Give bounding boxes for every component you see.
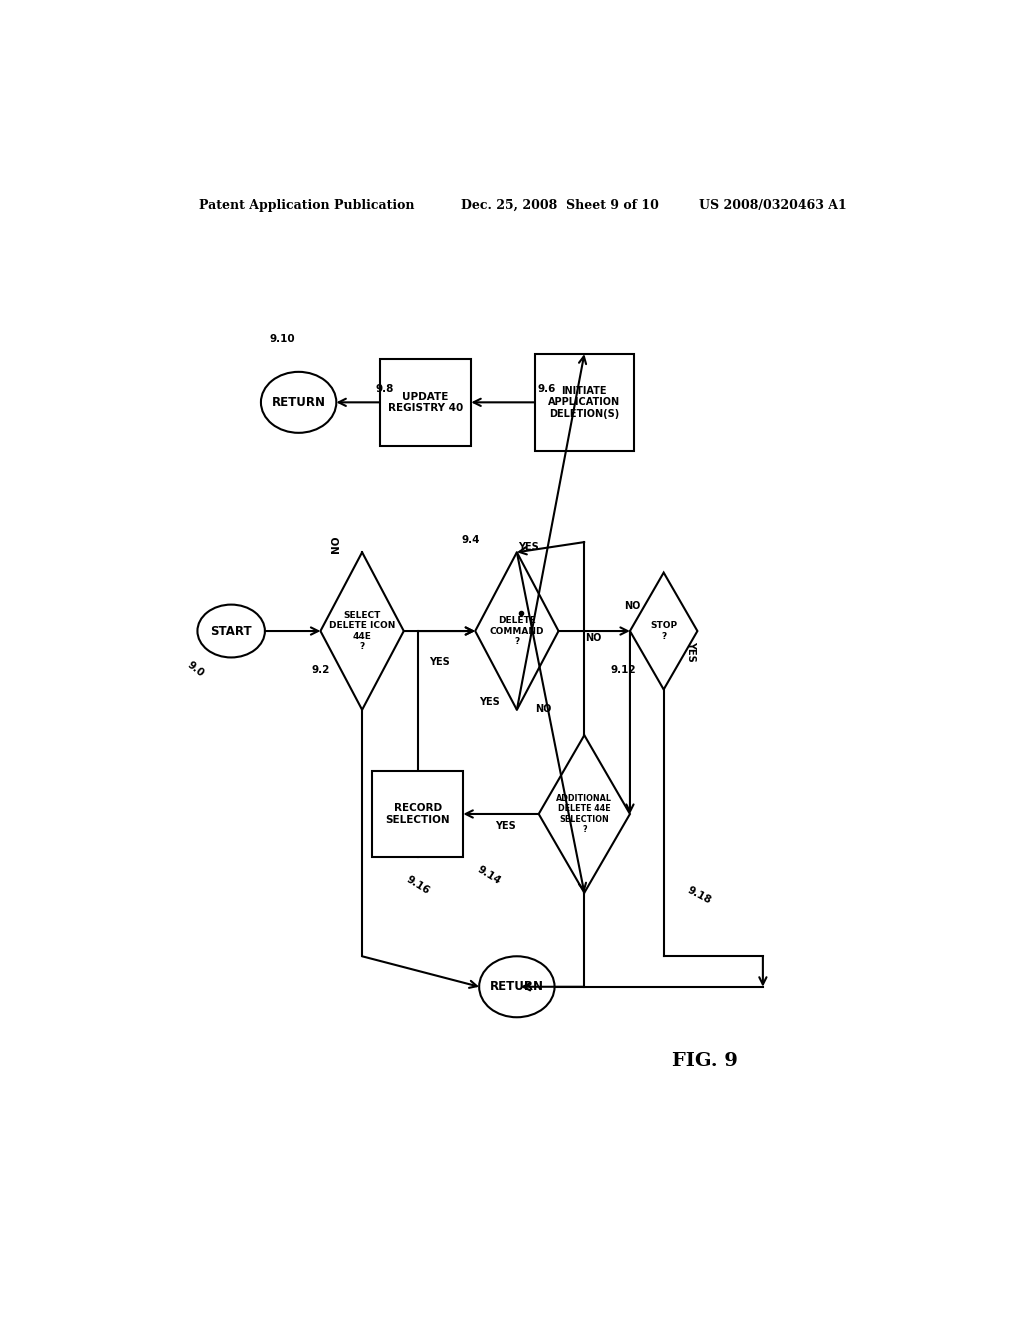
Text: SELECT
DELETE ICON
44E
?: SELECT DELETE ICON 44E ? (329, 611, 395, 651)
Text: ADDITIONAL
DELETE 44E
SELECTION
?: ADDITIONAL DELETE 44E SELECTION ? (556, 793, 612, 834)
Text: START: START (210, 624, 252, 638)
Ellipse shape (479, 956, 555, 1018)
Text: 9.16: 9.16 (404, 874, 431, 896)
Text: US 2008/0320463 A1: US 2008/0320463 A1 (699, 198, 847, 211)
Bar (372, 771, 463, 857)
Text: 9.6: 9.6 (538, 384, 556, 395)
Text: RETURN: RETURN (271, 396, 326, 409)
Text: Patent Application Publication: Patent Application Publication (200, 198, 415, 211)
Text: NO: NO (624, 601, 640, 611)
Text: STOP
?: STOP ? (650, 622, 677, 640)
Text: 9.0: 9.0 (185, 660, 206, 680)
Text: RECORD
SELECTION: RECORD SELECTION (385, 803, 450, 825)
Text: DELETE
COMMAND
?: DELETE COMMAND ? (489, 616, 544, 645)
Polygon shape (630, 573, 697, 689)
Text: INITIATE
APPLICATION
DELETION(S): INITIATE APPLICATION DELETION(S) (548, 385, 621, 418)
Text: YES: YES (478, 697, 500, 708)
Bar (380, 359, 471, 446)
Text: NO: NO (585, 634, 601, 643)
Ellipse shape (261, 372, 336, 433)
Text: 9.10: 9.10 (270, 334, 296, 345)
Text: 9.4: 9.4 (462, 535, 480, 545)
Text: RETURN: RETURN (489, 981, 544, 993)
Ellipse shape (198, 605, 265, 657)
Text: 9.2: 9.2 (311, 665, 330, 675)
Text: 9.12: 9.12 (610, 665, 636, 675)
Text: YES: YES (686, 642, 696, 661)
Polygon shape (539, 735, 630, 892)
Bar (535, 354, 634, 450)
Text: Dec. 25, 2008  Sheet 9 of 10: Dec. 25, 2008 Sheet 9 of 10 (461, 198, 659, 211)
Text: NO: NO (331, 536, 341, 553)
Text: YES: YES (518, 541, 540, 552)
Polygon shape (321, 552, 403, 710)
Text: YES: YES (496, 821, 516, 832)
Text: NO: NO (535, 705, 551, 714)
Text: UPDATE
REGISTRY 40: UPDATE REGISTRY 40 (388, 392, 463, 413)
Text: FIG. 9: FIG. 9 (672, 1052, 737, 1071)
Text: 9.14: 9.14 (475, 863, 503, 886)
Polygon shape (475, 552, 558, 710)
Text: 9.8: 9.8 (376, 384, 394, 395)
Text: YES: YES (429, 656, 451, 667)
Text: 9.18: 9.18 (686, 884, 713, 906)
